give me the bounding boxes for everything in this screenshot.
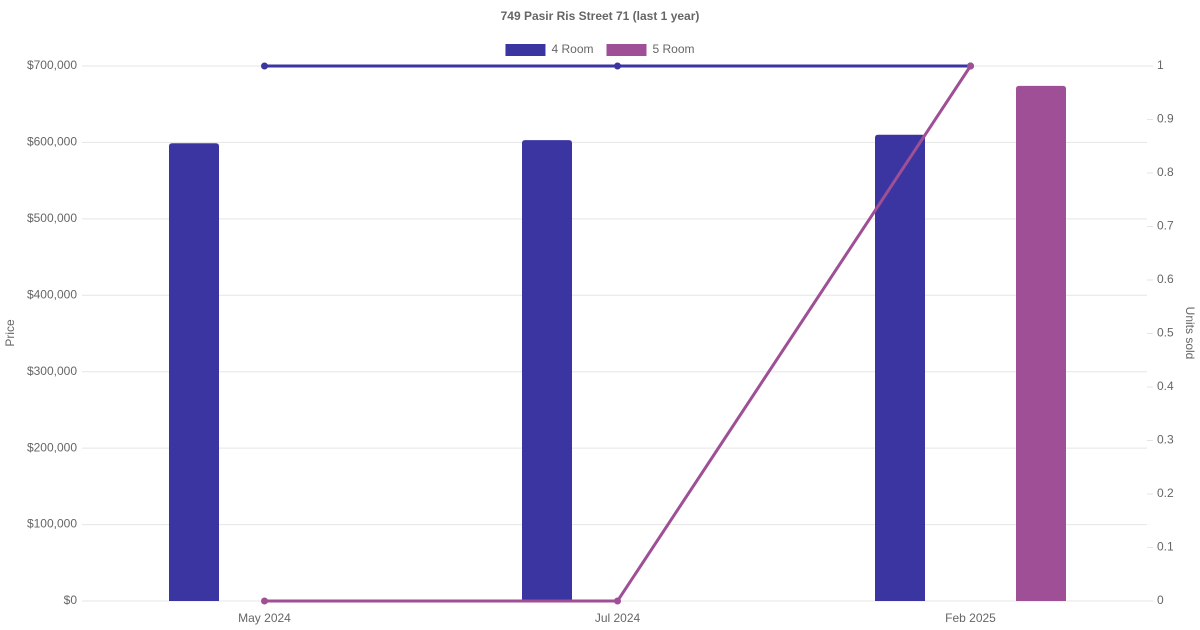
- x-tick-label: Jul 2024: [595, 611, 641, 625]
- y2-tick-label: 1: [1157, 58, 1164, 72]
- legend-label: 4 Room: [551, 42, 593, 56]
- bar: [522, 140, 572, 601]
- y2-tick-label: 0.6: [1157, 272, 1174, 286]
- y2-tick-label: 0.2: [1157, 486, 1174, 500]
- y2-tick-label: 0.5: [1157, 326, 1174, 340]
- y-tick-label: $500,000: [27, 211, 77, 225]
- y2-tick-label: 0.1: [1157, 540, 1174, 554]
- line-point: [967, 62, 974, 70]
- bar: [875, 134, 925, 602]
- line-point: [261, 62, 268, 70]
- bar: [1016, 85, 1066, 601]
- y2-tick-label: 0.9: [1157, 112, 1174, 126]
- x-tick-label: May 2024: [238, 611, 291, 625]
- y-tick-label: $300,000: [27, 364, 77, 378]
- line-point: [614, 597, 621, 605]
- y2-tick-label: 0.4: [1157, 379, 1174, 393]
- bar: [169, 143, 219, 601]
- legend-swatch: [505, 44, 546, 56]
- line-point: [614, 62, 621, 70]
- legend-label: 5 Room: [653, 42, 695, 56]
- y-tick-label: $700,000: [27, 58, 77, 72]
- y-tick-label: $100,000: [27, 517, 77, 531]
- y2-tick-label: 0: [1157, 593, 1164, 607]
- line: [264, 65, 972, 603]
- y2-tick-label: 0.8: [1157, 165, 1174, 179]
- y2-axis-label: Units sold: [1183, 307, 1197, 360]
- chart-title: 749 Pasir Ris Street 71 (last 1 year): [501, 9, 700, 23]
- y-tick-label: $0: [64, 593, 78, 607]
- y-tick-label: $400,000: [27, 287, 77, 301]
- y2-tick-label: 0.7: [1157, 219, 1174, 233]
- x-tick-label: Feb 2025: [945, 611, 996, 625]
- legend-swatch: [606, 44, 647, 56]
- y-axis-label: Price: [3, 319, 17, 347]
- line-point: [261, 597, 268, 605]
- y-tick-label: $600,000: [27, 135, 77, 149]
- y2-tick-label: 0.3: [1157, 433, 1174, 447]
- y-tick-label: $200,000: [27, 440, 77, 454]
